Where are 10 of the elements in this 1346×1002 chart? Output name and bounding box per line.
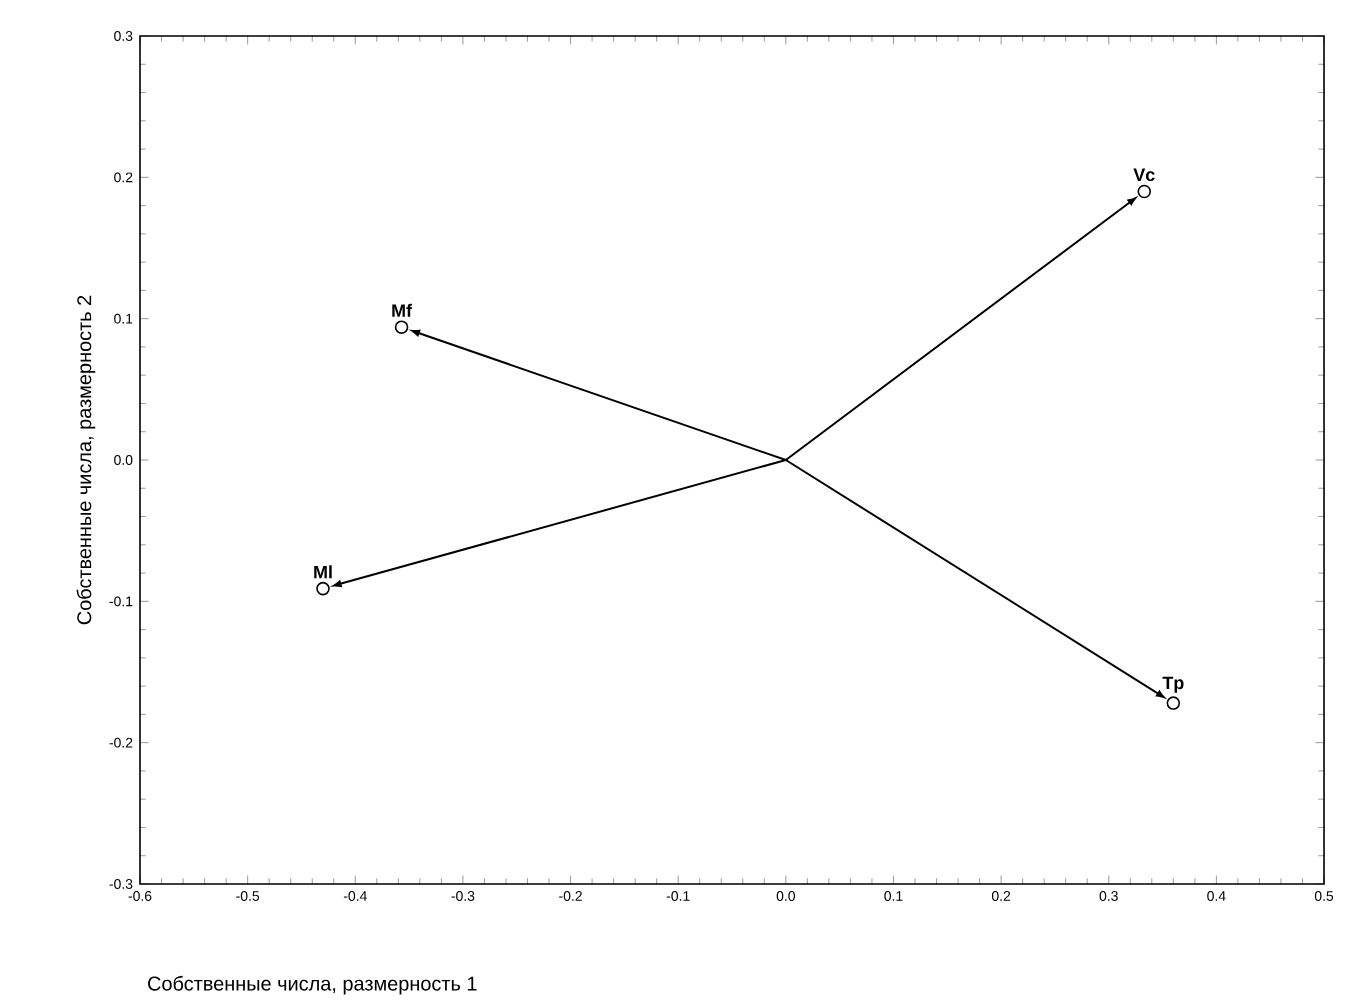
point (1137, 185, 1152, 199)
x-axis-title: Собственные числа, размерность 1 (148, 976, 477, 995)
annotation: Mf (392, 304, 413, 318)
annotation: Tp (1162, 677, 1184, 694)
point (394, 320, 409, 335)
y-axis-title: Собственные числа, размерность 2 (76, 296, 96, 625)
point (316, 582, 330, 596)
point (1166, 696, 1181, 711)
annotation: Ml (314, 565, 332, 579)
annotation: Vc (1133, 168, 1155, 182)
